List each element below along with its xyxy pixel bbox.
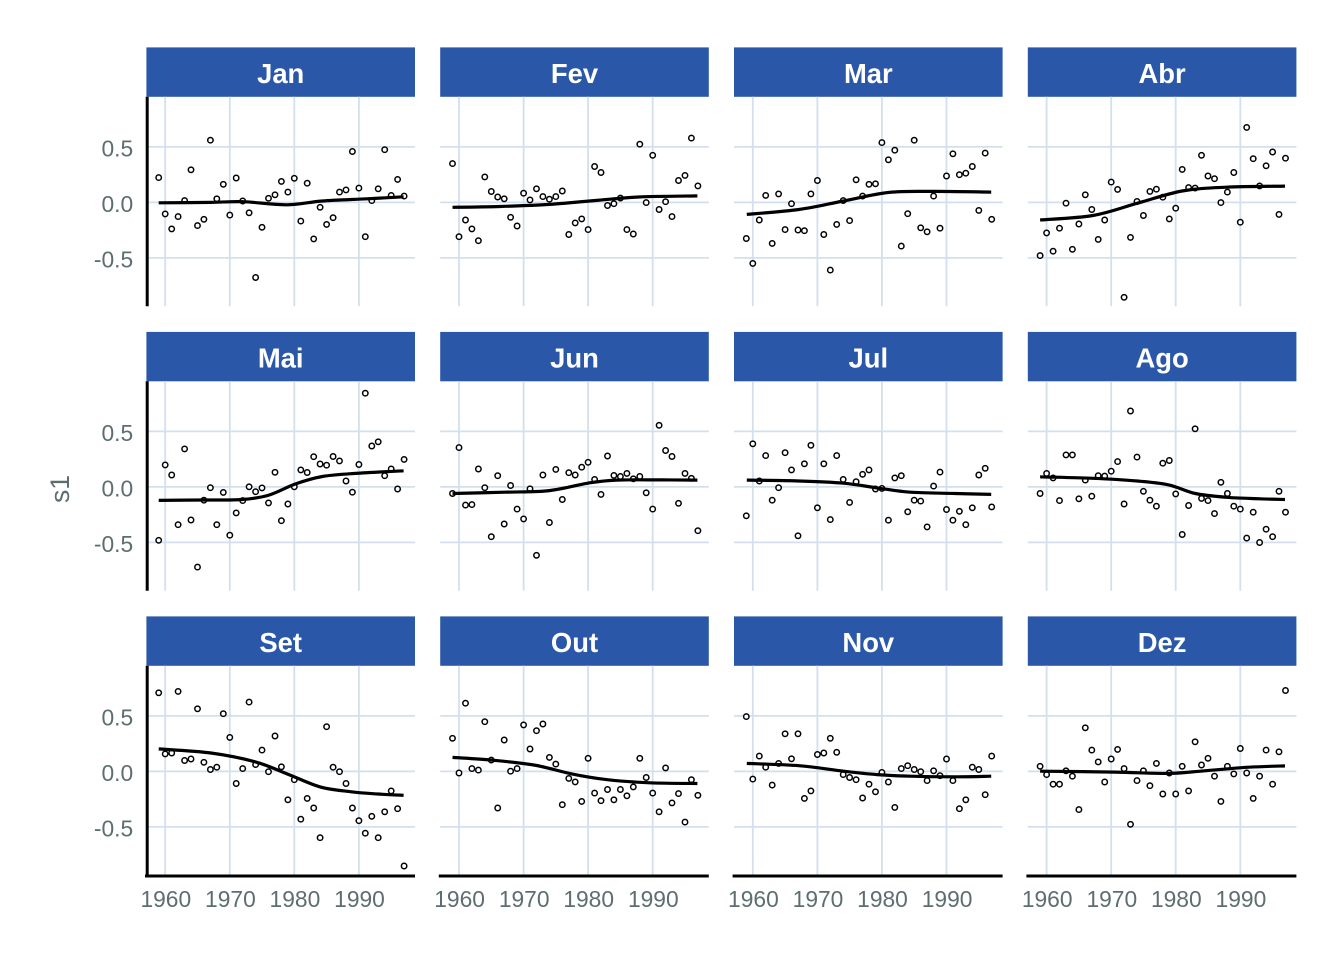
svg-text:Jan: Jan	[257, 58, 304, 89]
svg-text:0.5: 0.5	[101, 135, 133, 161]
svg-text:Abr: Abr	[1139, 58, 1187, 89]
svg-text:Mar: Mar	[844, 58, 893, 89]
svg-text:1970: 1970	[499, 886, 550, 912]
svg-text:0.5: 0.5	[101, 420, 133, 446]
svg-text:1980: 1980	[1151, 886, 1202, 912]
svg-text:0.0: 0.0	[101, 191, 133, 217]
svg-text:1990: 1990	[334, 886, 385, 912]
svg-text:1980: 1980	[857, 886, 908, 912]
svg-text:-0.5: -0.5	[94, 531, 133, 557]
svg-text:1960: 1960	[728, 886, 779, 912]
svg-text:0.0: 0.0	[101, 475, 133, 501]
svg-text:1990: 1990	[1216, 886, 1267, 912]
svg-text:Mai: Mai	[258, 343, 304, 374]
svg-text:Dez: Dez	[1138, 627, 1187, 658]
svg-text:1990: 1990	[922, 886, 973, 912]
svg-text:1960: 1960	[1022, 886, 1073, 912]
svg-text:0.0: 0.0	[101, 760, 133, 786]
svg-text:1980: 1980	[270, 886, 321, 912]
svg-text:-0.5: -0.5	[94, 246, 133, 272]
svg-text:1980: 1980	[563, 886, 614, 912]
svg-text:Nov: Nov	[842, 627, 895, 658]
svg-text:1970: 1970	[205, 886, 256, 912]
svg-text:Out: Out	[551, 627, 598, 658]
svg-text:Ago: Ago	[1135, 343, 1188, 374]
svg-text:1960: 1960	[434, 886, 485, 912]
svg-text:Fev: Fev	[551, 58, 599, 89]
svg-text:1970: 1970	[1086, 886, 1137, 912]
svg-text:1990: 1990	[628, 886, 679, 912]
svg-text:1960: 1960	[140, 886, 191, 912]
svg-text:0.5: 0.5	[101, 704, 133, 730]
svg-text:s1: s1	[45, 475, 75, 503]
svg-text:Jul: Jul	[849, 343, 889, 374]
svg-text:1970: 1970	[793, 886, 844, 912]
svg-text:-0.5: -0.5	[94, 815, 133, 841]
svg-text:Set: Set	[259, 627, 302, 658]
svg-text:Jun: Jun	[550, 343, 599, 374]
